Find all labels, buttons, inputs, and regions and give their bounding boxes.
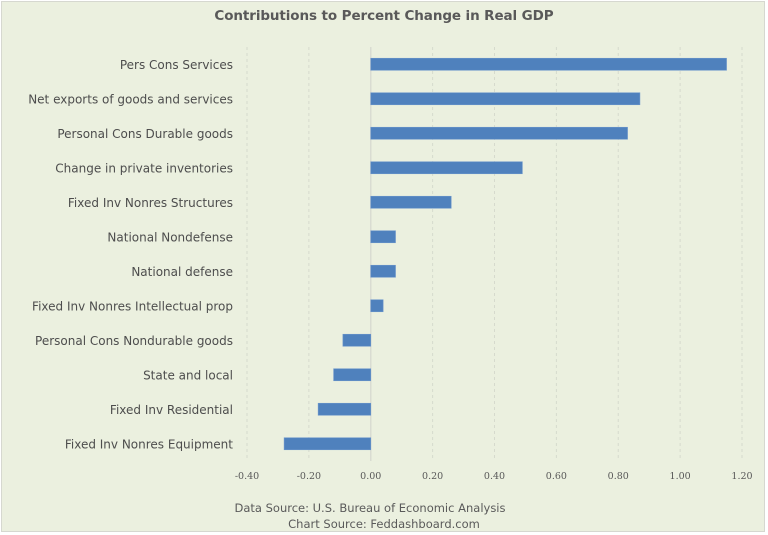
chart-title: Contributions to Percent Change in Real …: [214, 8, 554, 24]
bar: [370, 264, 396, 278]
category-label: Personal Cons Nondurable goods: [35, 334, 233, 348]
bar: [283, 437, 372, 451]
gridlines: [246, 47, 743, 461]
bar: [333, 368, 372, 382]
category-label: Fixed Inv Nonres Equipment: [65, 437, 233, 451]
category-label: Pers Cons Services: [120, 58, 233, 72]
category-label: Fixed Inv Residential: [110, 403, 233, 417]
category-label: Change in private inventories: [55, 161, 233, 175]
bars: [283, 57, 727, 451]
category-label: Fixed Inv Nonres Structures: [68, 196, 233, 210]
category-labels: Pers Cons Services Net exports of goods a…: [28, 58, 233, 452]
bar: [370, 161, 523, 175]
x-tick-label: 0.80: [608, 471, 629, 482]
bar: [342, 333, 372, 347]
x-tick-label: 1.00: [670, 471, 691, 482]
x-tick-label: -0.20: [297, 471, 321, 482]
x-tick-label: 1.20: [731, 471, 752, 482]
category-label: National Nondefense: [107, 230, 233, 244]
x-tick-label: 0.40: [484, 471, 505, 482]
bar: [370, 195, 452, 209]
chart-source-note: Chart Source: Feddashboard.com: [288, 517, 480, 531]
x-tick-label: 0.20: [422, 471, 443, 482]
data-source-note: Data Source: U.S. Bureau of Economic Ana…: [234, 501, 506, 515]
bar: [370, 230, 396, 244]
bar: [370, 126, 628, 140]
bar: [370, 299, 384, 313]
bar: [317, 402, 372, 416]
category-label: Net exports of goods and services: [28, 92, 233, 106]
x-tick-label: 0.60: [546, 471, 567, 482]
x-tick-label: -0.40: [235, 471, 259, 482]
bar: [370, 57, 727, 71]
x-tick-label: 0.00: [360, 471, 381, 482]
category-label: State and local: [143, 368, 233, 382]
bar: [370, 92, 641, 106]
category-label: National defense: [131, 265, 233, 279]
category-label: Fixed Inv Nonres Intellectual prop: [32, 299, 233, 313]
x-tick-labels: -0.40 -0.20 0.00 0.20 0.40 0.60 0.80 1.00 1.20: [235, 471, 753, 482]
category-label: Personal Cons Durable goods: [57, 127, 233, 141]
